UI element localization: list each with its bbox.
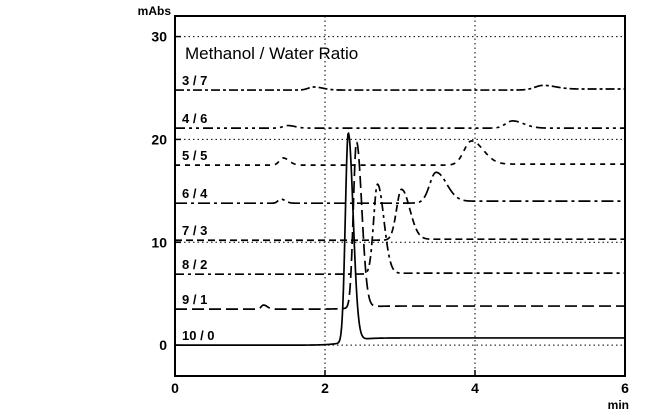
series-line-5 [174,140,626,166]
series-line-4 [174,171,626,205]
series-label-3: 7 / 3 [182,223,207,238]
series-line-6 [174,120,626,129]
x-tick-label-1: 2 [321,380,329,396]
y-tick-label-0: 0 [159,337,167,353]
y-tick-label-2: 20 [151,131,167,147]
y-tick-label-3: 30 [151,29,167,45]
series-label-5: 5 / 5 [182,148,207,163]
series-lines [174,84,626,346]
x-axis-unit-label: min [608,398,629,412]
series-line-0 [174,132,626,346]
grid-lines [175,16,625,376]
x-tick-label-0: 0 [171,380,179,396]
series-label-7: 3 / 7 [182,73,207,88]
series-label-6: 4 / 6 [182,111,207,126]
x-tick-label-3: 6 [621,380,629,396]
y-axis-unit-label: mAbs [138,4,172,18]
legend-title: Methanol / Water Ratio [185,44,358,63]
y-tick-label-1: 10 [151,234,167,250]
series-labels: 10 / 0 9 / 1 8 / 2 7 / 3 6 / 4 5 / 5 4 / 6 3 / … [182,73,215,343]
series-line-1 [174,141,626,310]
plot-frame [174,15,626,377]
series-line-7 [174,84,626,91]
series-label-4: 6 / 4 [182,186,208,201]
series-label-2: 8 / 2 [182,257,207,272]
x-tick-label-2: 4 [471,380,479,396]
series-line-2 [174,183,626,276]
series-label-0: 10 / 0 [182,328,215,343]
series-label-1: 9 / 1 [182,292,207,307]
axis-ticks: 0 2 4 6 0 10 20 30 [151,29,629,396]
series-line-3 [174,188,626,242]
